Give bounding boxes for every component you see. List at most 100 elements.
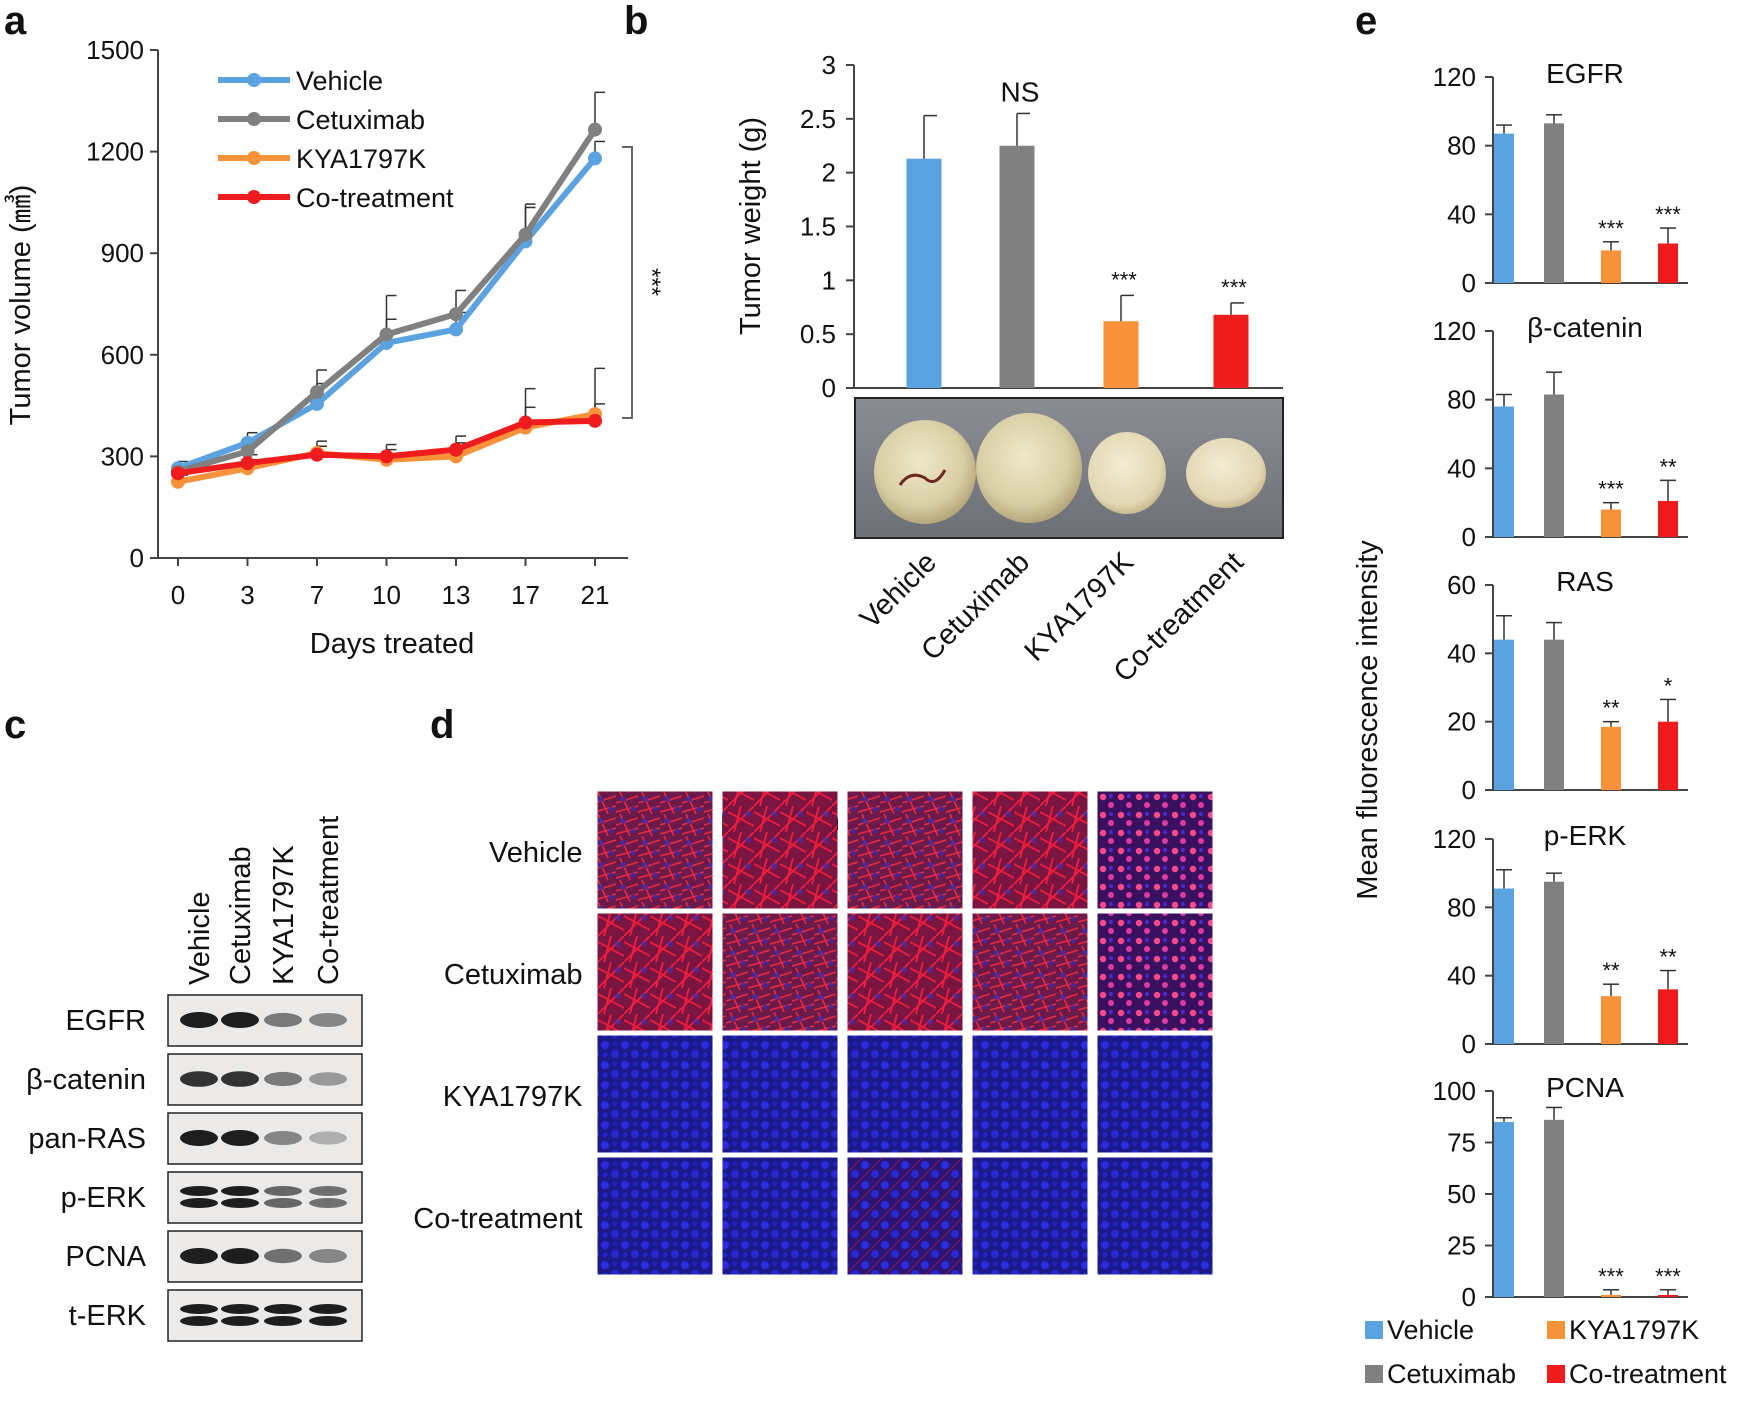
- panel-e-y-tick-label: 0: [1462, 1029, 1476, 1059]
- blot-band: [221, 1130, 259, 1146]
- bar-vehicle: [1494, 639, 1514, 790]
- blot-band: [180, 1198, 218, 1208]
- panel-b-y-label: Tumor weight (g): [735, 117, 767, 335]
- bar-vehicle: [1494, 133, 1514, 283]
- blot-strip: [167, 1171, 363, 1224]
- blot-band: [221, 1186, 259, 1196]
- panel-e-y-tick-label: 40: [1447, 199, 1476, 229]
- bar-vehicle: [1494, 406, 1514, 537]
- data-point-cetuximab: [310, 385, 324, 400]
- panel-a-x-tick-label: 0: [171, 580, 185, 610]
- bar-kya: [1601, 509, 1621, 537]
- panel-b-y-tick-label: 0.5: [800, 319, 836, 349]
- legend-label-kya: KYA1797K: [296, 144, 426, 174]
- data-point-cotreat: [449, 442, 463, 457]
- panel-e-y-tick-label: 120: [1433, 316, 1476, 346]
- panel-e-y-tick-label: 120: [1433, 62, 1476, 92]
- panel-d-row-label: Co-treatment: [413, 1203, 582, 1235]
- panel-d-row-label: Vehicle: [489, 837, 583, 869]
- panel-e-y-tick-label: 0: [1462, 268, 1476, 298]
- data-point-cotreat: [240, 456, 255, 471]
- blot-band: [264, 1198, 302, 1208]
- data-point-cetuximab: [588, 122, 602, 137]
- data-point-vehicle: [588, 151, 602, 166]
- blot-band: [309, 1198, 347, 1208]
- panel-c-lane-label: Co-treatment: [313, 816, 345, 985]
- if-image-tile: [972, 791, 1088, 909]
- legend-label-cetuximab: Cetuximab: [1387, 1359, 1516, 1389]
- blot-band: [180, 1130, 218, 1146]
- bar-cotreat: [1658, 243, 1678, 283]
- panel-e-y-tick-label: 40: [1447, 638, 1476, 668]
- data-point-cetuximab: [518, 227, 533, 242]
- data-point-cotreat: [379, 449, 394, 464]
- data-point-cetuximab: [379, 327, 394, 342]
- panel-e-subchart-e-egfr: 0 40 80 120 EGFR *** ***: [1433, 58, 1688, 298]
- panel-e-y-tick-label: 100: [1433, 1076, 1476, 1106]
- panel-e-sig-label: **: [1602, 958, 1620, 983]
- blot-band: [264, 1186, 302, 1196]
- legend-marker-vehicle: [247, 73, 261, 87]
- blot-band: [180, 1012, 218, 1028]
- data-point-cotreat: [171, 466, 185, 481]
- if-image-tile: [597, 791, 713, 909]
- blot-band: [309, 1013, 347, 1027]
- panel-a-x-tick-label: 10: [372, 580, 401, 610]
- blot-label: p-ERK: [61, 1182, 147, 1214]
- legend-swatch-kya: [1547, 1321, 1565, 1339]
- if-image-tile: [597, 913, 713, 1031]
- panel-e-sig-label: ***: [1598, 216, 1624, 241]
- panel-e-subchart-title: EGFR: [1546, 58, 1624, 89]
- panel-e-sig-label: *: [1664, 673, 1673, 698]
- data-point-cetuximab: [240, 444, 255, 459]
- panel-label-a: a: [4, 0, 27, 43]
- panel-a-y-label: Tumor volume (㎣): [4, 185, 37, 426]
- if-image-tile: [597, 1035, 713, 1153]
- panel-b-y-tick-label: 1: [822, 265, 836, 295]
- panel-c-lane-label: Vehicle: [184, 891, 216, 985]
- blot-band: [309, 1304, 347, 1314]
- tumor-cetuximab: [976, 413, 1082, 523]
- panel-e-sig-label: ***: [1598, 1264, 1624, 1289]
- blot-band: [221, 1248, 259, 1264]
- if-image-tile: [847, 1157, 963, 1275]
- legend-label-cetuximab: Cetuximab: [296, 105, 425, 135]
- bar-cetuximab: [1544, 881, 1564, 1044]
- bar-cotreat: [1658, 500, 1678, 537]
- blot-band: [180, 1186, 218, 1196]
- data-point-vehicle: [310, 396, 324, 411]
- panel-e-y-tick-label: 80: [1447, 131, 1476, 161]
- if-image-tile: [1097, 913, 1213, 1031]
- panel-d-row-label: KYA1797K: [443, 1081, 583, 1113]
- panel-b-bar-chart: 00.511.522.53 NS*** *** Tumor weight (g) …: [735, 50, 1284, 689]
- bar-vehicle: [1494, 888, 1514, 1044]
- blot-band: [221, 1316, 259, 1326]
- bar-kya: [1601, 996, 1621, 1044]
- data-point-cetuximab: [449, 307, 463, 322]
- panel-a-y-tick-label: 1200: [86, 137, 144, 167]
- panel-e-y-label: Mean fluorescence intensity: [1352, 540, 1384, 900]
- panel-c-lane-label: KYA1797K: [268, 845, 300, 985]
- panel-e-y-tick-label: 60: [1447, 570, 1476, 600]
- data-point-cotreat: [588, 413, 602, 428]
- panel-e-sig-label: ***: [1598, 477, 1624, 502]
- bar-cotreat: [1658, 721, 1678, 790]
- blot-band: [180, 1304, 218, 1314]
- blot-label: t-ERK: [69, 1300, 147, 1332]
- panel-e-sig-label: ***: [1655, 1264, 1681, 1289]
- panel-a-y-tick-label: 900: [101, 238, 144, 268]
- bar-cotreat: [1658, 1294, 1678, 1297]
- legend-swatch-cotreat: [1547, 1365, 1565, 1383]
- panel-label-c: c: [4, 703, 26, 747]
- legend-label-kya: KYA1797K: [1569, 1315, 1699, 1345]
- if-image-tile: [847, 913, 963, 1031]
- panel-b-sig-label: NS: [1001, 76, 1040, 107]
- scale-bar: [1223, 1311, 1259, 1317]
- legend-label-cotreat: Co-treatment: [1569, 1359, 1727, 1389]
- panel-b-category-label: Vehicle: [854, 546, 943, 635]
- blot-band: [264, 1304, 302, 1314]
- blot-band: [309, 1131, 347, 1145]
- legend-swatch-cetuximab: [1365, 1365, 1383, 1383]
- blot-label: PCNA: [65, 1241, 146, 1273]
